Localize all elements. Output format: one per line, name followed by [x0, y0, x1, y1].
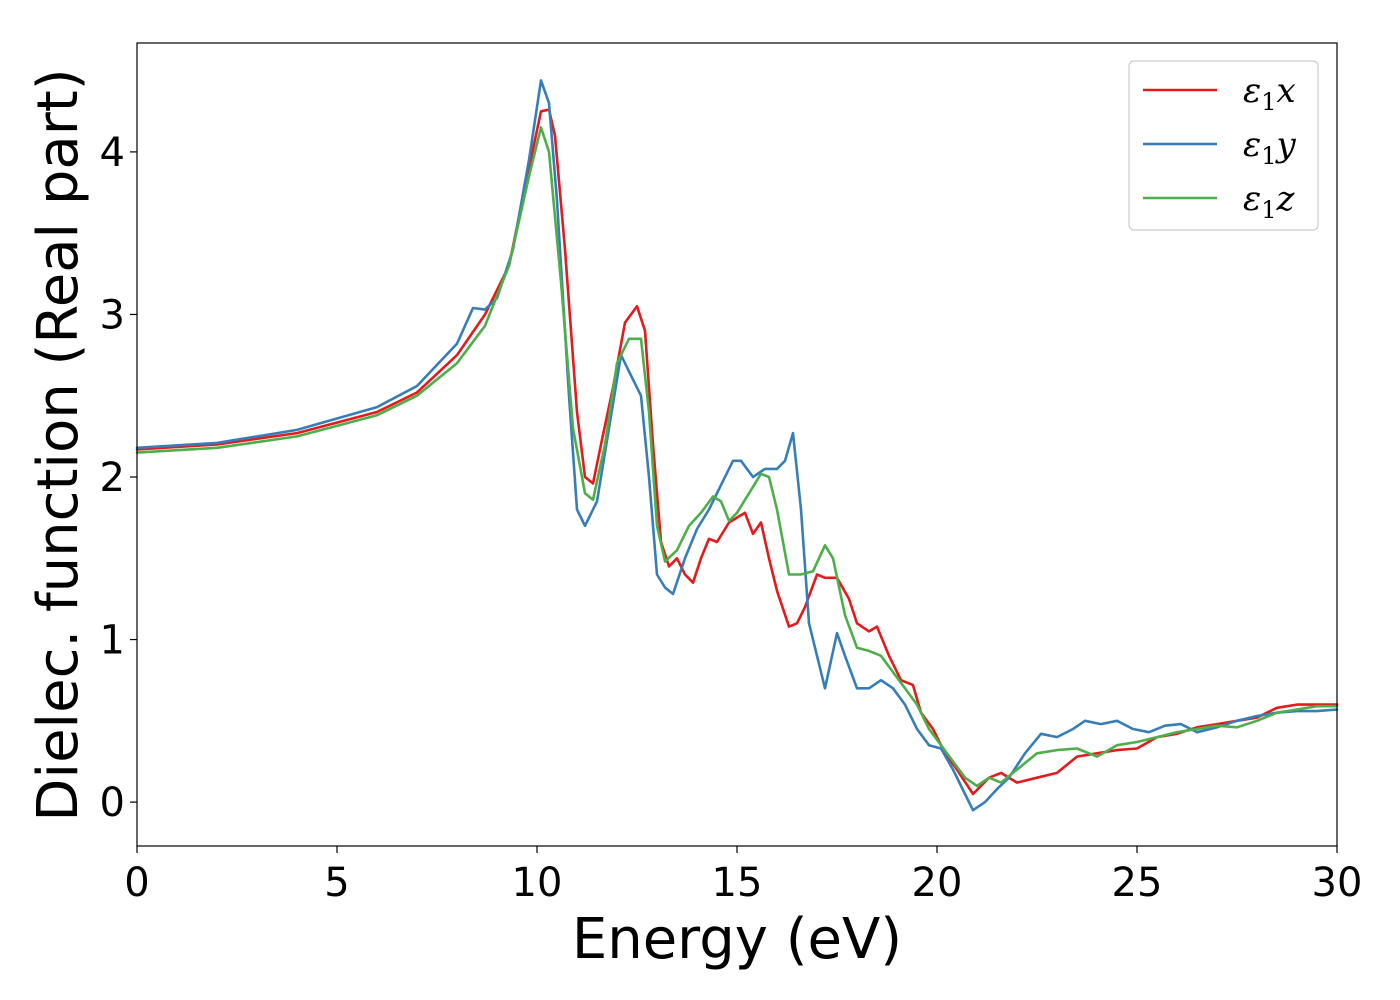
legend-frame: [1128, 60, 1319, 231]
legend: ε1x ε1y ε1z: [1128, 60, 1319, 231]
y-tick-label: 3: [100, 292, 125, 338]
x-tick-label: 0: [124, 860, 149, 906]
y-tick-label: 4: [100, 130, 125, 176]
x-axis-ticks: 0 5 10 15 20 25 30: [124, 846, 1362, 906]
x-tick-label: 25: [1112, 860, 1163, 906]
legend-label-x: ε1x: [1243, 71, 1296, 116]
y-axis-title: Dielec. function (Real part): [26, 68, 91, 821]
x-tick-label: 15: [712, 860, 763, 906]
series-line-y: [135, 79, 1339, 812]
series-layer: [135, 79, 1339, 812]
y-tick-label: 2: [100, 455, 125, 501]
x-tick-label: 10: [512, 860, 563, 906]
legend-label-z: ε1z: [1243, 179, 1296, 224]
x-tick-label: 5: [324, 860, 349, 906]
y-axis-ticks: 0 1 2 3 4: [100, 130, 137, 826]
x-axis-title: Energy (eV): [572, 907, 902, 972]
series-line-z: [135, 126, 1339, 788]
x-tick-label: 30: [1312, 860, 1363, 906]
y-tick-label: 0: [100, 780, 125, 826]
legend-label-y: ε1y: [1243, 125, 1297, 170]
x-tick-label: 20: [912, 860, 963, 906]
y-tick-label: 1: [100, 618, 125, 664]
